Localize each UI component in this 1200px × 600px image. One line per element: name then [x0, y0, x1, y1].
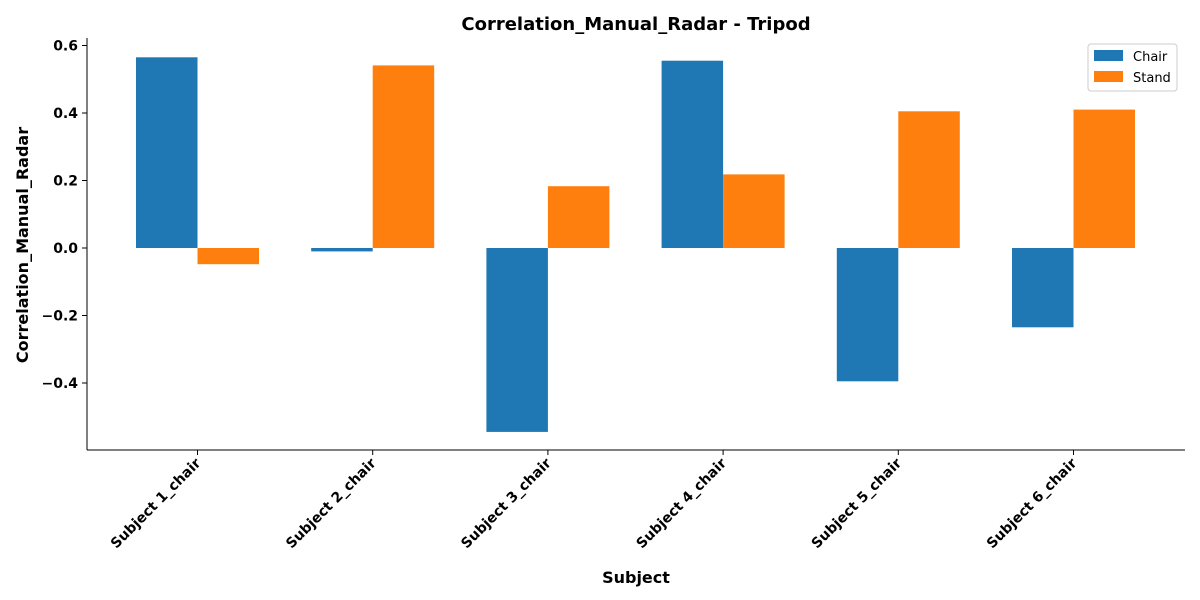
legend-swatch-stand: [1094, 71, 1123, 82]
y-axis-label: Correlation_Manual_Radar: [13, 127, 32, 363]
bar-chair-3: [486, 248, 548, 432]
chart-title: Correlation_Manual_Radar - Tripod: [461, 14, 810, 35]
bar-chair-1: [136, 57, 198, 248]
bar-stand-5: [898, 111, 960, 248]
legend: Chair Stand: [1087, 43, 1178, 92]
x-ticks-group: Subject 1_chair Subject 2_chair Subject 3_…: [108, 450, 1081, 552]
bar-chair-5: [836, 248, 899, 382]
bars-group: [136, 57, 1135, 432]
bar-chair-4: [661, 60, 724, 249]
y-tick-label: −0.2: [41, 309, 78, 325]
x-tick-label: Subject 2_chair: [283, 455, 380, 552]
y-ticks-group: 0.6 0.4 0.2 0.0 −0.2 −0.4: [41, 39, 87, 392]
legend-swatch-chair: [1094, 50, 1123, 61]
bar-chair-6: [1012, 248, 1074, 328]
x-tick-label: Subject 4_chair: [633, 455, 730, 552]
bar-stand-2: [372, 65, 435, 249]
bar-stand-1: [197, 248, 259, 265]
x-tick-label: Subject 6_chair: [984, 455, 1081, 552]
legend-items: Chair Stand: [1094, 50, 1171, 86]
x-tick-label: Subject 5_chair: [809, 455, 906, 552]
bar-chair-2: [311, 248, 373, 252]
bar-stand-3: [547, 186, 610, 248]
legend-label-chair: Chair: [1133, 50, 1168, 65]
y-tick-label: 0.0: [53, 241, 78, 257]
x-tick-label: Subject 3_chair: [458, 455, 555, 552]
bar-stand-6: [1073, 109, 1135, 248]
x-axis-label: Subject: [602, 568, 670, 587]
bar-stand-4: [723, 174, 785, 248]
y-tick-label: 0.2: [53, 174, 78, 190]
y-tick-label: −0.4: [41, 376, 78, 392]
y-tick-label: 0.6: [53, 39, 78, 55]
x-tick-label: Subject 1_chair: [108, 455, 205, 552]
legend-label-stand: Stand: [1133, 71, 1171, 86]
y-tick-label: 0.4: [53, 106, 78, 122]
